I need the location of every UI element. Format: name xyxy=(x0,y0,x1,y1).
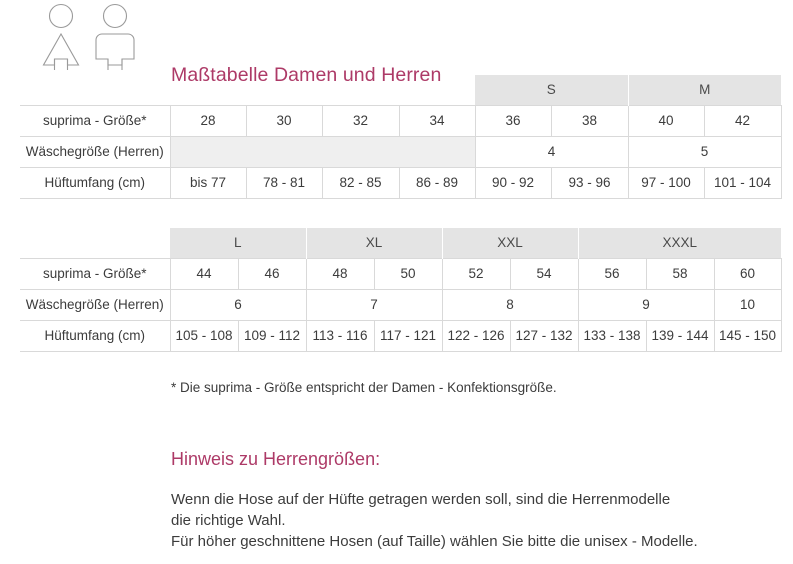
size-cell: 30 xyxy=(245,105,322,137)
hip-cell: 117 - 121 xyxy=(373,320,443,352)
hip-cell: 86 - 89 xyxy=(398,167,475,199)
size-cell: 46 xyxy=(237,258,307,290)
group-header-cell: XXL xyxy=(442,228,579,259)
size-cell: 60 xyxy=(713,258,782,290)
hip-cell: 97 - 100 xyxy=(627,167,705,199)
size-cell: 44 xyxy=(169,258,238,290)
size-table-women-men-part2: L XL XXL XXXL suprima - Größe* 44 46 48 50 52 54 56… xyxy=(20,228,782,352)
male-pictogram-icon xyxy=(95,3,135,70)
female-pictogram-icon xyxy=(42,3,80,70)
group-header-cell: XXXL xyxy=(578,228,782,259)
underwear-cell: 6 xyxy=(169,289,307,321)
group-header-cell: XL xyxy=(306,228,443,259)
group-header-spacer xyxy=(20,228,170,259)
group-header-empty xyxy=(170,75,475,106)
table-row-hips: Hüftumfang (cm) 105 - 108 109 - 112 113 - 1… xyxy=(20,320,782,352)
row-label-hip-circumference: Hüftumfang (cm) xyxy=(20,320,170,352)
hip-cell: 145 - 150 xyxy=(713,320,782,352)
notice-heading: Hinweis zu Herrengrößen: xyxy=(171,449,381,469)
hip-cell: 109 - 112 xyxy=(237,320,307,352)
underwear-cell-empty xyxy=(169,136,475,168)
underwear-cell: 4 xyxy=(474,136,629,168)
footnote-text: * Die suprima - Größe entspricht der Dam… xyxy=(171,380,557,395)
size-cell: 32 xyxy=(321,105,399,137)
hip-cell: 78 - 81 xyxy=(245,167,322,199)
size-cell: 48 xyxy=(305,258,375,290)
notice-body: Wenn die Hose auf der Hüfte getragen wer… xyxy=(171,489,698,552)
hip-cell: 127 - 132 xyxy=(509,320,579,352)
group-header-cell: L xyxy=(170,228,307,259)
hip-cell: bis 77 xyxy=(169,167,246,199)
size-cell: 52 xyxy=(441,258,511,290)
hip-cell: 105 - 108 xyxy=(169,320,238,352)
pictogram-svg xyxy=(42,3,135,70)
row-label-suprima-size: suprima - Größe* xyxy=(20,258,170,290)
size-cell: 38 xyxy=(550,105,629,137)
size-cell: 40 xyxy=(627,105,705,137)
size-cell: 50 xyxy=(373,258,443,290)
notice-line: Für höher geschnittene Hosen (auf Taille… xyxy=(171,533,698,550)
row-label-suprima-size: suprima - Größe* xyxy=(20,105,170,137)
gender-pictograms xyxy=(34,2,154,70)
notice-line: die richtige Wahl. xyxy=(171,512,286,529)
row-label-underwear-size: Wäschegröße (Herren) xyxy=(20,136,170,168)
underwear-cell: 9 xyxy=(577,289,715,321)
table-row-underwear: Wäschegröße (Herren) 6 7 8 9 10 xyxy=(20,289,782,321)
hip-cell: 122 - 126 xyxy=(441,320,511,352)
size-cell: 58 xyxy=(645,258,715,290)
size-cell: 42 xyxy=(703,105,782,137)
hip-cell: 82 - 85 xyxy=(321,167,399,199)
notice-line: Wenn die Hose auf der Hüfte getragen wer… xyxy=(171,491,671,508)
hip-cell: 93 - 96 xyxy=(550,167,629,199)
table-row-sizes: suprima - Größe* 28 30 32 34 36 38 40 42 xyxy=(20,105,782,137)
table-row-underwear: Wäschegröße (Herren) 4 5 xyxy=(20,136,782,168)
row-label-hip-circumference: Hüftumfang (cm) xyxy=(20,167,170,199)
hip-cell: 90 - 92 xyxy=(474,167,551,199)
group-header-row: L XL XXL XXXL xyxy=(20,228,782,259)
page-title: Maßtabelle Damen und Herren xyxy=(171,64,442,86)
group-header-cell: M xyxy=(628,75,782,106)
hip-cell: 101 - 104 xyxy=(703,167,782,199)
underwear-cell: 7 xyxy=(305,289,443,321)
hip-cell: 139 - 144 xyxy=(645,320,715,352)
underwear-cell: 8 xyxy=(441,289,579,321)
size-cell: 28 xyxy=(169,105,246,137)
size-cell: 54 xyxy=(509,258,579,290)
size-cell: 34 xyxy=(398,105,475,137)
table-row-sizes: suprima - Größe* 44 46 48 50 52 54 56 58 60 xyxy=(20,258,782,290)
hip-cell: 113 - 116 xyxy=(305,320,375,352)
table-row-hips: Hüftumfang (cm) bis 77 78 - 81 82 - 85 86 - … xyxy=(20,167,782,199)
group-header-cell: S xyxy=(475,75,629,106)
size-cell: 36 xyxy=(474,105,551,137)
underwear-cell: 5 xyxy=(627,136,782,168)
group-header-spacer xyxy=(20,75,170,106)
size-cell: 56 xyxy=(577,258,647,290)
row-label-underwear-size: Wäschegröße (Herren) xyxy=(20,289,170,321)
underwear-cell: 10 xyxy=(713,289,782,321)
hip-cell: 133 - 138 xyxy=(577,320,647,352)
